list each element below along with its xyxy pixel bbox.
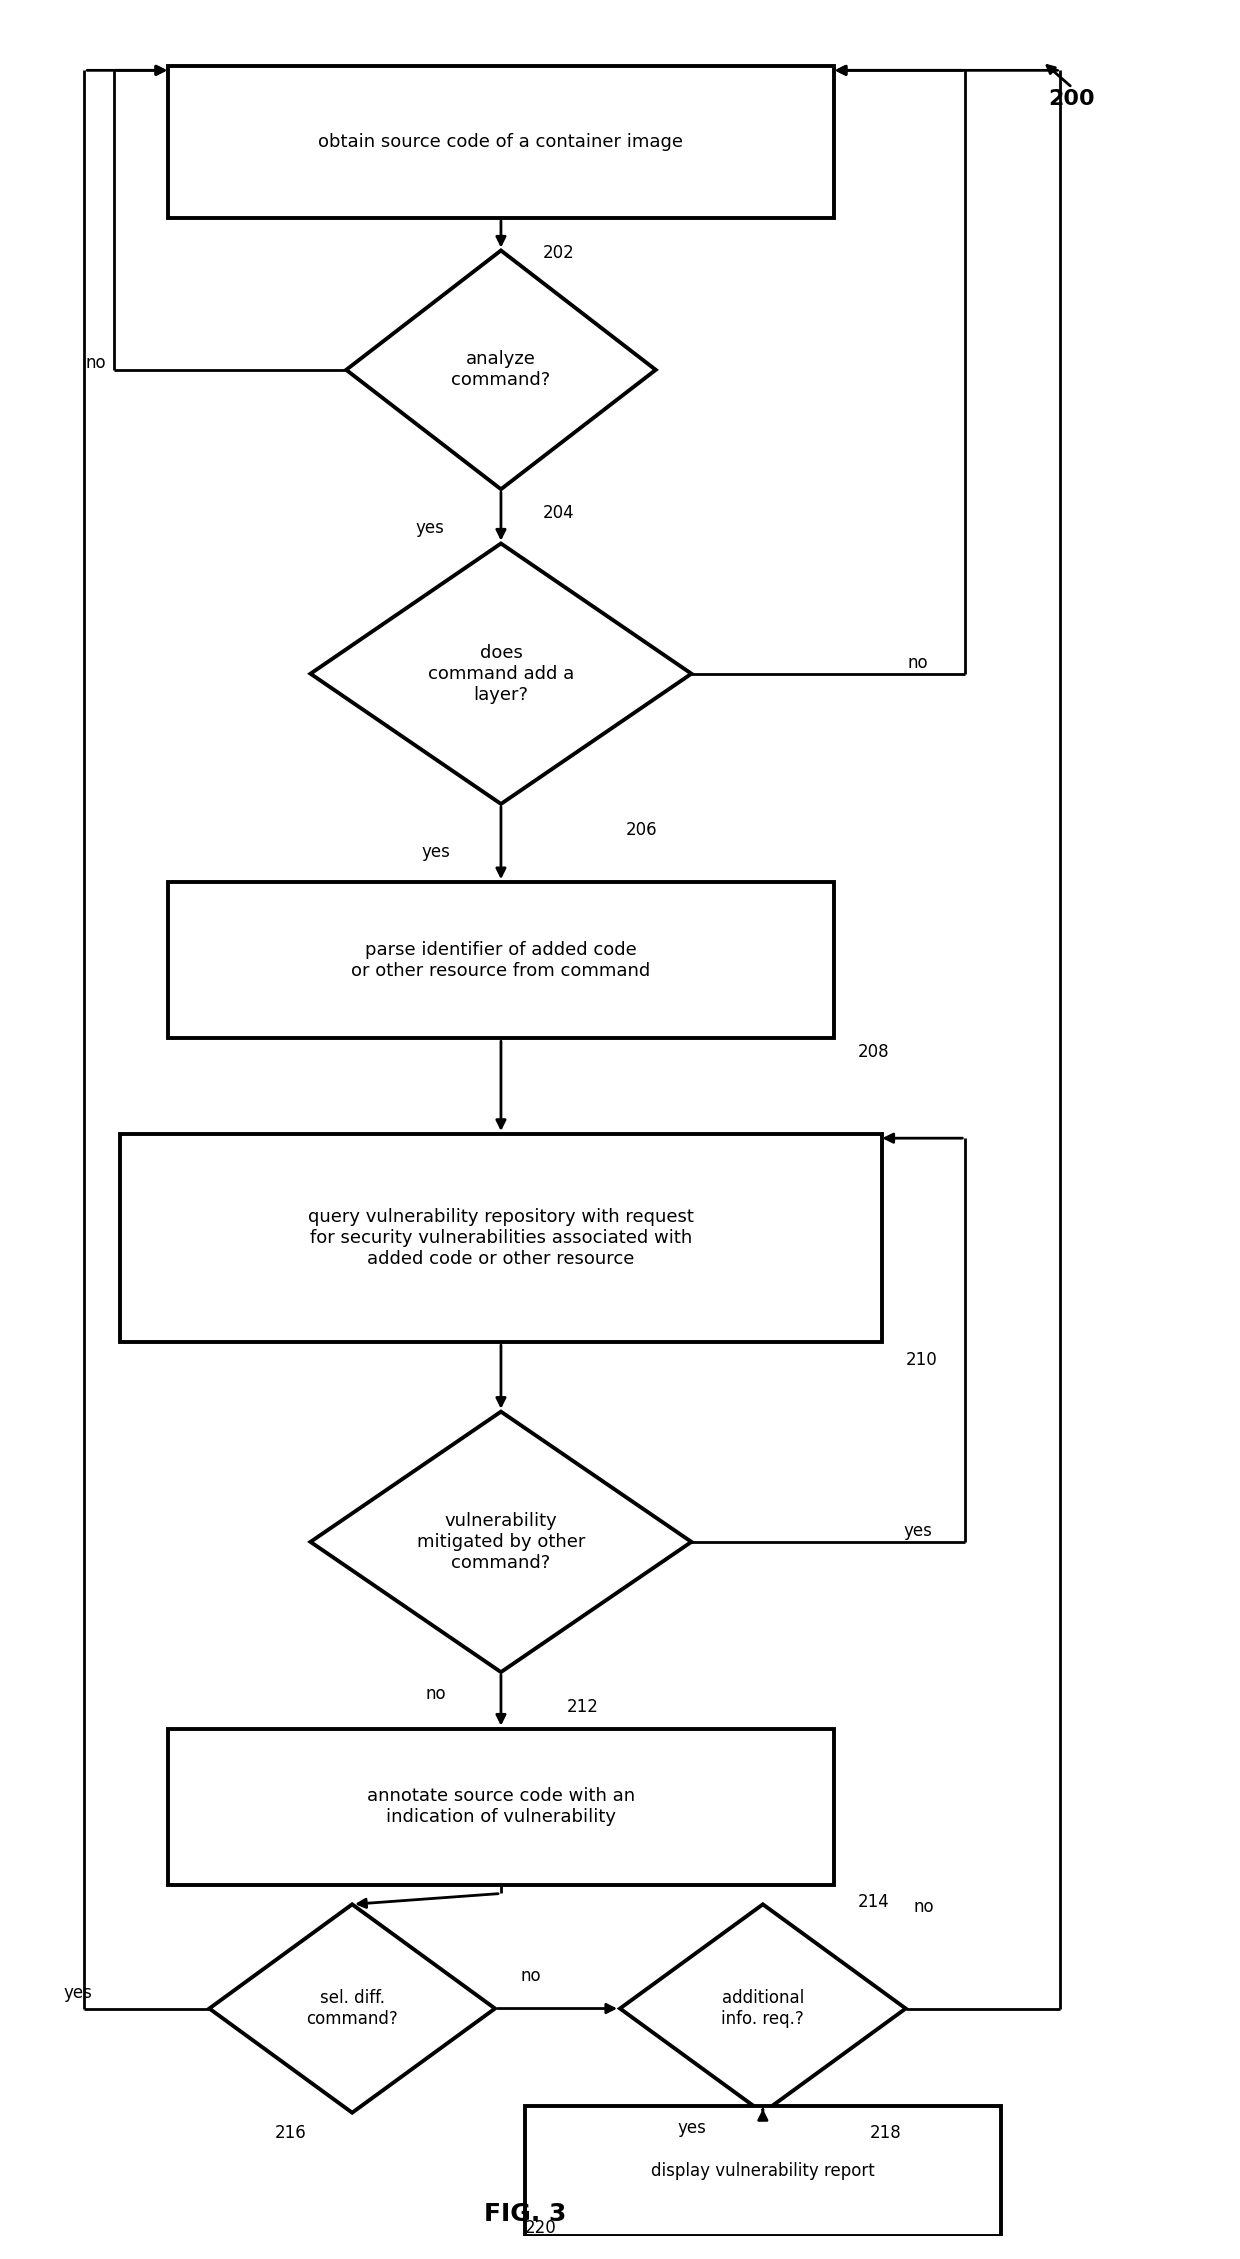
Text: does
command add a
layer?: does command add a layer? — [428, 644, 574, 703]
Text: display vulnerability report: display vulnerability report — [651, 2162, 874, 2180]
Text: 212: 212 — [567, 1699, 599, 1717]
Text: no: no — [908, 653, 928, 671]
Text: 214: 214 — [858, 1893, 890, 1911]
Text: 218: 218 — [870, 2123, 901, 2142]
Text: yes: yes — [677, 2119, 706, 2137]
Text: yes: yes — [64, 1983, 93, 2001]
Text: 216: 216 — [275, 2123, 306, 2142]
Text: annotate source code with an
indication of vulnerability: annotate source code with an indication … — [367, 1787, 635, 1825]
FancyBboxPatch shape — [167, 1728, 835, 1884]
Polygon shape — [620, 1904, 905, 2112]
Text: vulnerability
mitigated by other
command?: vulnerability mitigated by other command… — [417, 1511, 585, 1572]
Text: no: no — [913, 1898, 934, 1916]
Text: 208: 208 — [858, 1044, 890, 1062]
Text: no: no — [425, 1685, 446, 1703]
Text: 220: 220 — [525, 2218, 557, 2236]
Text: additional
info. req.?: additional info. req.? — [722, 1990, 805, 2029]
Text: 204: 204 — [543, 504, 574, 522]
Text: yes: yes — [415, 520, 444, 538]
Text: sel. diff.
command?: sel. diff. command? — [306, 1990, 398, 2029]
Text: no: no — [86, 355, 107, 373]
Polygon shape — [346, 251, 656, 490]
FancyBboxPatch shape — [120, 1134, 882, 1342]
Polygon shape — [310, 544, 692, 804]
FancyBboxPatch shape — [167, 881, 835, 1039]
Text: yes: yes — [422, 843, 450, 861]
Text: 200: 200 — [1049, 90, 1095, 108]
FancyBboxPatch shape — [525, 2105, 1001, 2236]
Text: obtain source code of a container image: obtain source code of a container image — [319, 133, 683, 151]
Text: parse identifier of added code
or other resource from command: parse identifier of added code or other … — [351, 940, 651, 980]
Text: 202: 202 — [543, 244, 574, 262]
FancyBboxPatch shape — [167, 66, 835, 217]
Text: 210: 210 — [905, 1351, 937, 1369]
Text: analyze
command?: analyze command? — [451, 350, 551, 389]
Polygon shape — [210, 1904, 495, 2112]
Text: FIG. 3: FIG. 3 — [484, 2203, 565, 2225]
Polygon shape — [310, 1412, 692, 1672]
Text: 206: 206 — [626, 822, 657, 840]
Text: yes: yes — [903, 1523, 932, 1541]
Text: no: no — [521, 1968, 541, 1986]
Text: query vulnerability repository with request
for security vulnerabilities associa: query vulnerability repository with requ… — [308, 1209, 694, 1267]
